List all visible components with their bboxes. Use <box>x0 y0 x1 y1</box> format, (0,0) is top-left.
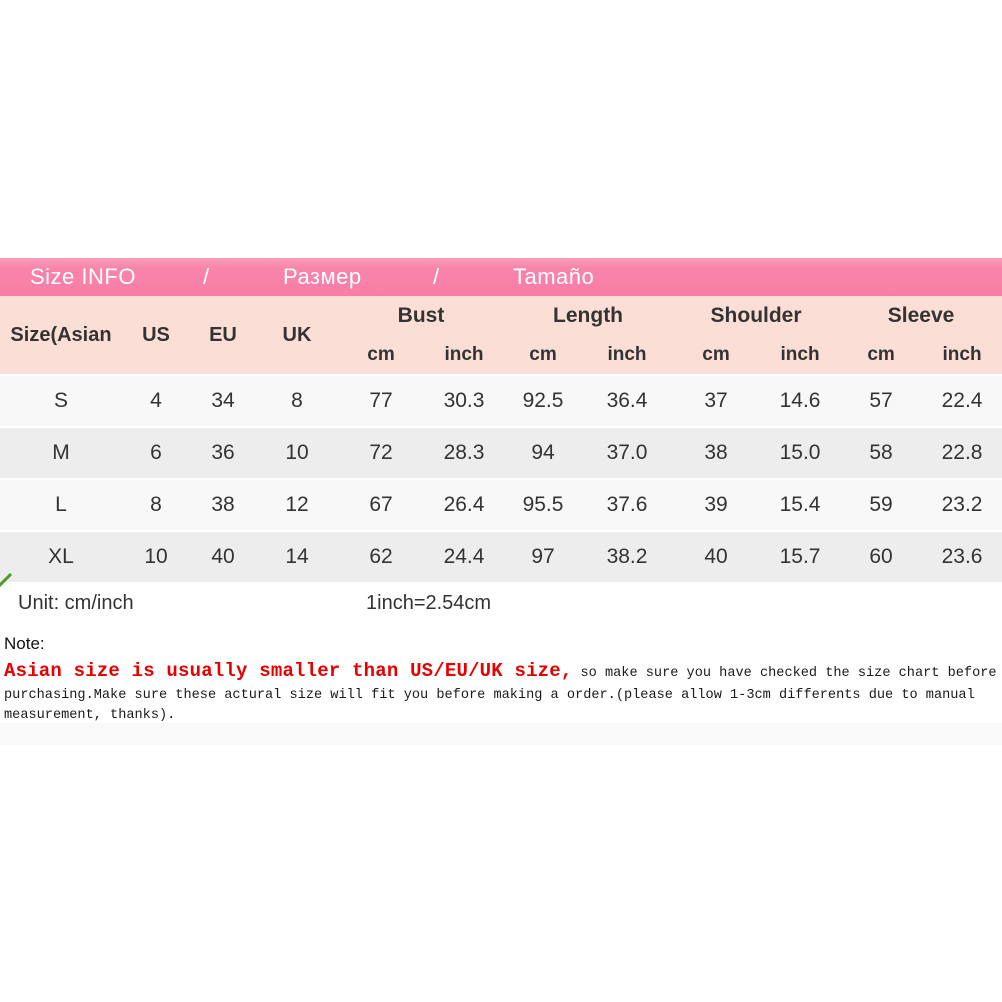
table-cell: 36 <box>190 426 256 479</box>
table-cell: 94 <box>504 426 583 479</box>
subheader-bust-cm: cm <box>338 336 424 375</box>
col-group-shoulder: Shoulder <box>672 296 841 336</box>
table-cell: 14 <box>256 530 338 582</box>
title-tamano: Tamaño <box>513 264 595 289</box>
table-cell: 6 <box>122 426 190 479</box>
col-header-eu: EU <box>190 296 256 375</box>
table-cell: 97 <box>504 530 583 582</box>
unit-label: Unit: cm/inch <box>18 592 134 614</box>
table-cell: 22.8 <box>922 426 1002 479</box>
table-cell: 62 <box>338 530 424 582</box>
col-header-uk: UK <box>256 296 338 375</box>
table-cell: L <box>0 478 122 531</box>
table-cell: 8 <box>122 478 190 531</box>
table-row-xl: XL 10 40 14 62 24.4 97 38.2 40 15.7 60 2… <box>0 530 1002 582</box>
table-cell: 37.6 <box>582 478 673 531</box>
table-cell: 60 <box>840 530 923 582</box>
table-cell: 40 <box>190 530 256 582</box>
table-cell: 77 <box>338 374 424 427</box>
subheader-shoulder-cm: cm <box>672 336 761 375</box>
table-cell: 38 <box>190 478 256 531</box>
note-black-text-3: measurement, thanks). <box>4 708 176 723</box>
note-red-text: Asian size is usually smaller than US/EU… <box>4 660 573 682</box>
table-cell: 15.7 <box>760 530 841 582</box>
title-size-info: Size INFO <box>30 264 136 289</box>
table-cell: 23.2 <box>922 478 1002 531</box>
note-black-text-1: so make sure you have checked the size c… <box>580 666 997 681</box>
note-line-1: Asian size is usually smaller than US/EU… <box>4 661 1000 684</box>
table-cell: 14.6 <box>760 374 841 427</box>
unit-conversion: 1inch=2.54cm <box>366 592 492 614</box>
table-group-header-row: Size(Asian US EU UK Bust Length Shoulder… <box>0 296 1002 375</box>
table-row-m: M 6 36 10 72 28.3 94 37.0 38 15.0 58 22.… <box>0 426 1002 479</box>
table-cell: 38 <box>672 426 761 479</box>
table-cell: 23.6 <box>922 530 1002 582</box>
table-row-s: S 4 34 8 77 30.3 92.5 36.4 37 14.6 57 22… <box>0 374 1002 427</box>
table-cell: 95.5 <box>504 478 583 531</box>
col-header-us: US <box>122 296 190 375</box>
subheader-length-cm: cm <box>504 336 583 375</box>
table-cell: 36.4 <box>582 374 673 427</box>
note-black-text-2: purchasing.Make sure these actural size … <box>4 688 975 703</box>
size-table: Size(Asian US EU UK Bust Length Shoulder… <box>0 296 1002 582</box>
title-slash-2: / <box>433 264 440 289</box>
bottom-gray-band <box>0 723 1002 745</box>
table-cell: 4 <box>122 374 190 427</box>
title-razmer: Размер <box>283 264 362 289</box>
table-cell: 24.4 <box>424 530 505 582</box>
table-cell: 39 <box>672 478 761 531</box>
table-cell: 12 <box>256 478 338 531</box>
table-cell: 67 <box>338 478 424 531</box>
table-cell: 37 <box>672 374 761 427</box>
subheader-bust-inch: inch <box>424 336 505 375</box>
table-cell: 57 <box>840 374 923 427</box>
table-cell: 26.4 <box>424 478 505 531</box>
table-cell: 10 <box>256 426 338 479</box>
title-slash-1: / <box>203 264 210 289</box>
col-group-length: Length <box>504 296 673 336</box>
table-cell: M <box>0 426 122 479</box>
col-group-sleeve: Sleeve <box>840 296 1002 336</box>
table-cell: XL <box>0 530 122 582</box>
unit-row: Unit: cm/inch 1inch=2.54cm <box>0 584 1002 622</box>
subheader-shoulder-inch: inch <box>760 336 841 375</box>
table-cell: S <box>0 374 122 427</box>
table-cell: 15.4 <box>760 478 841 531</box>
table-cell: 22.4 <box>922 374 1002 427</box>
table-cell: 58 <box>840 426 923 479</box>
table-cell: 34 <box>190 374 256 427</box>
note-section: Note: Asian size is usually smaller than… <box>4 634 1000 726</box>
table-cell: 59 <box>840 478 923 531</box>
note-label: Note: <box>4 634 45 653</box>
table-cell: 10 <box>122 530 190 582</box>
table-row-l: L 8 38 12 67 26.4 95.5 37.6 39 15.4 59 2… <box>0 478 1002 531</box>
table-cell: 38.2 <box>582 530 673 582</box>
table-cell: 40 <box>672 530 761 582</box>
table-cell: 28.3 <box>424 426 505 479</box>
table-cell: 15.0 <box>760 426 841 479</box>
col-group-bust: Bust <box>338 296 505 336</box>
subheader-sleeve-inch: inch <box>922 336 1002 375</box>
table-cell: 72 <box>338 426 424 479</box>
subheader-sleeve-cm: cm <box>840 336 923 375</box>
table-cell: 30.3 <box>424 374 505 427</box>
table-cell: 37.0 <box>582 426 673 479</box>
subheader-length-inch: inch <box>582 336 673 375</box>
title-bar: Size INFO / Размер / Tamaño <box>0 258 1002 296</box>
table-cell: 8 <box>256 374 338 427</box>
col-header-size-asian: Size(Asian <box>0 296 122 375</box>
check-mark-icon <box>0 572 13 588</box>
table-subheader-row: cm inch cm inch cm inch cm inch <box>0 336 1002 375</box>
table-cell: 92.5 <box>504 374 583 427</box>
